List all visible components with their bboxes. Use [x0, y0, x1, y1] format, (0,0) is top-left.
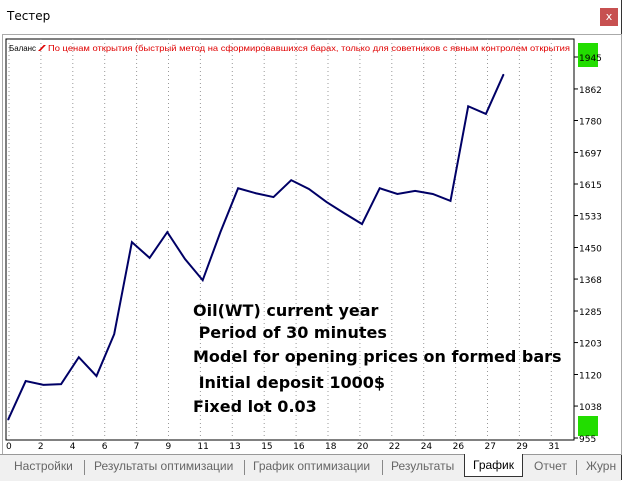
data-point: [42, 384, 44, 386]
data-point: [25, 380, 27, 382]
data-point: [149, 257, 151, 259]
y-tick-label: 1368: [579, 276, 602, 286]
annotation-line: Oil(WT) current year: [193, 301, 379, 320]
legend-separator: /: [38, 43, 48, 53]
data-point: [326, 201, 328, 203]
legend-series: Баланс: [9, 43, 37, 53]
y-tick-label: 1285: [579, 308, 602, 318]
window-title: Тестер: [7, 9, 51, 23]
max-balance-marker: [578, 43, 598, 67]
data-point: [237, 187, 239, 189]
data-point: [343, 212, 345, 214]
data-point: [78, 356, 80, 358]
data-point: [131, 241, 133, 243]
y-tick-label: 1120: [579, 372, 602, 382]
y-tick-label: 1038: [579, 403, 602, 413]
balance-chart: Баланс / По ценам открытия (быстрый мето…: [5, 38, 602, 452]
data-point: [396, 193, 398, 195]
x-tick-label: 0: [6, 442, 12, 452]
data-point: [308, 188, 310, 190]
x-tick-label: 2: [38, 442, 44, 452]
data-point: [290, 179, 292, 181]
x-tick-label: 4: [70, 442, 76, 452]
y-tick-label: 1862: [579, 86, 602, 96]
data-point: [485, 113, 487, 115]
tab-report[interactable]: Отчет: [534, 459, 567, 473]
min-balance-marker: [578, 416, 598, 436]
data-point: [432, 193, 434, 195]
y-tick-label: 1533: [579, 213, 602, 223]
x-tick-label: 16: [293, 442, 305, 452]
data-point: [60, 383, 62, 385]
data-point: [450, 200, 451, 202]
x-tick-label: 27: [485, 442, 496, 452]
annotation-line: Model for opening prices on formed bars: [193, 347, 562, 366]
data-point: [467, 105, 469, 107]
data-point: [113, 333, 115, 335]
annotation-line: Fixed lot 0.03: [193, 397, 317, 416]
y-tick-label: 1203: [579, 340, 602, 350]
tab-journal[interactable]: Журн: [586, 459, 617, 473]
data-point: [7, 419, 9, 421]
data-point: [184, 258, 186, 260]
y-tick-label: 1780: [579, 118, 602, 128]
plot-area: [5, 38, 575, 441]
data-point: [219, 231, 221, 233]
tab-optimization-graph[interactable]: График оптимизации: [253, 459, 371, 473]
x-tick-label: 7: [134, 442, 140, 452]
x-tick-label: 15: [261, 442, 272, 452]
data-point: [166, 231, 168, 233]
y-tick-label: 1450: [579, 245, 602, 255]
x-tick-label: 29: [516, 442, 528, 452]
annotation-line: Period of 30 minutes: [193, 323, 387, 342]
x-tick-label: 9: [166, 442, 172, 452]
y-tick-label: 1697: [579, 149, 602, 159]
tab-graph[interactable]: График: [464, 454, 523, 477]
x-tick-label: 11: [197, 442, 208, 452]
tab-settings[interactable]: Настройки: [14, 459, 73, 473]
x-tick-label: 22: [389, 442, 400, 452]
x-tick-label: 13: [229, 442, 240, 452]
x-tick-label: 18: [325, 442, 337, 452]
title-bar: Тестер x: [0, 0, 622, 34]
x-tick-label: 20: [357, 442, 369, 452]
x-tick-label: 24: [421, 442, 433, 452]
y-tick-label: 955: [579, 435, 596, 445]
data-point: [96, 375, 97, 377]
tab-bar: Настройки Результаты оптимизации График …: [0, 454, 621, 481]
close-button[interactable]: x: [600, 8, 618, 26]
x-tick-label: 6: [102, 442, 108, 452]
data-point: [202, 279, 204, 281]
annotation: Oil(WT) current year Period of 30 minute…: [193, 301, 562, 416]
tab-optimization-results[interactable]: Результаты оптимизации: [94, 459, 234, 473]
data-point: [414, 190, 416, 192]
tab-results[interactable]: Результаты: [391, 459, 455, 473]
data-point: [255, 192, 257, 194]
data-point: [361, 223, 363, 225]
x-tick-label: 31: [548, 442, 559, 452]
data-point: [379, 187, 381, 189]
y-tick-label: 1615: [579, 181, 602, 191]
data-point: [273, 196, 274, 198]
y-tick-label: 1945: [579, 54, 602, 64]
annotation-line: Initial deposit 1000$: [193, 373, 385, 392]
x-tick-label: 26: [453, 442, 465, 452]
data-point: [503, 73, 505, 75]
legend-model: По ценам открытия (быстрый метод на сфор…: [48, 43, 570, 53]
chart-frame: [2, 34, 622, 455]
